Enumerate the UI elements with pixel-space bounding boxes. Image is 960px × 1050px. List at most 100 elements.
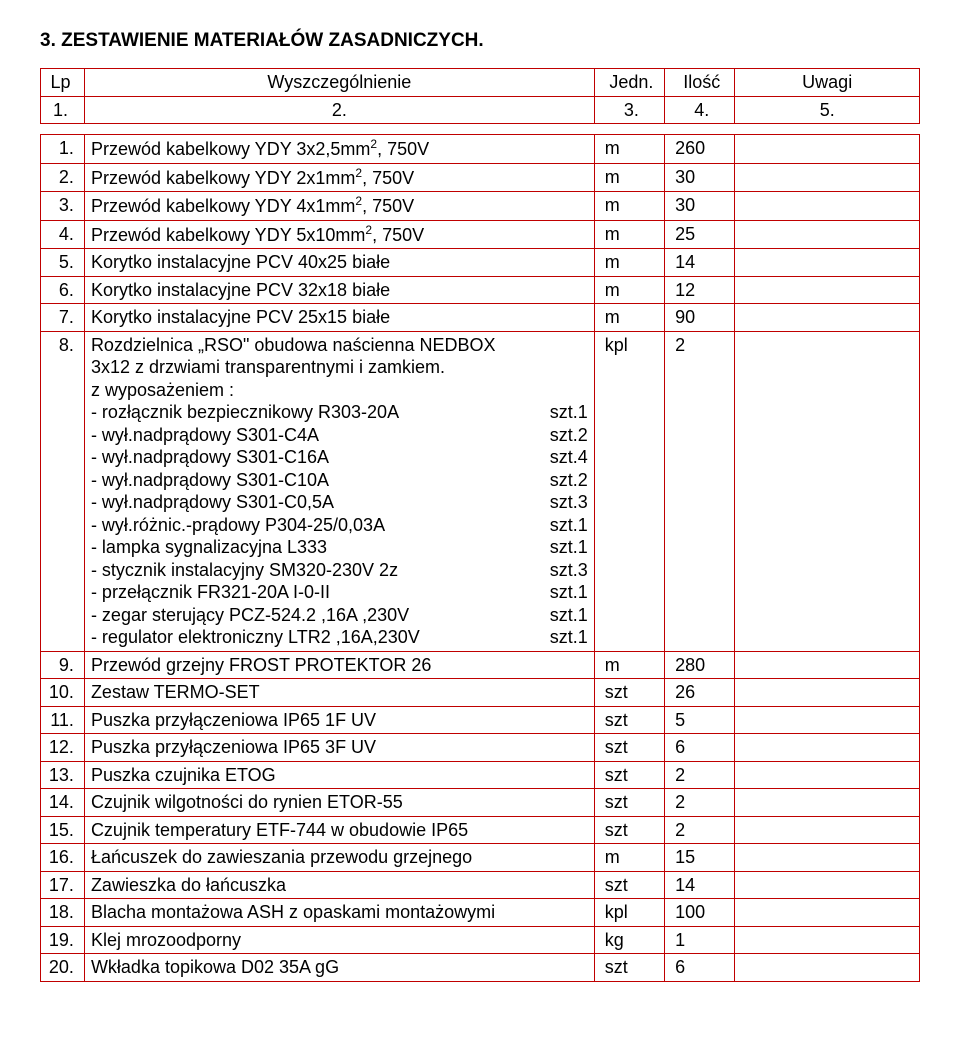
- spec-line-right: [580, 379, 588, 402]
- table-row: 14.Czujnik wilgotności do rynien ETOR-55…: [41, 789, 920, 817]
- cell-lp: 7.: [41, 304, 85, 332]
- cell-qty: 1: [665, 926, 735, 954]
- cell-qty: 30: [665, 163, 735, 192]
- spec-line-left: - rozłącznik bezpiecznikowy R303-20A: [91, 401, 399, 424]
- colnum-4: 4.: [665, 96, 735, 124]
- cell-spec: Korytko instalacyjne PCV 25x15 białe: [84, 304, 594, 332]
- colnum-2: 2.: [84, 96, 594, 124]
- cell-notes: [735, 135, 920, 164]
- cell-spec: Zestaw TERMO-SET: [84, 679, 594, 707]
- spec-line-right: szt.2: [542, 469, 588, 492]
- cell-notes: [735, 844, 920, 872]
- cell-unit: m: [594, 135, 664, 164]
- cell-unit: m: [594, 651, 664, 679]
- cell-qty: 12: [665, 276, 735, 304]
- header-unit: Jedn.: [594, 69, 664, 97]
- spec-line-left: - wył.nadprądowy S301-C16A: [91, 446, 329, 469]
- cell-lp: 8.: [41, 331, 85, 651]
- cell-notes: [735, 679, 920, 707]
- cell-unit: szt: [594, 679, 664, 707]
- cell-qty: 25: [665, 220, 735, 249]
- header-lp: Lp: [41, 69, 85, 97]
- table-row: 3.Przewód kabelkowy YDY 4x1mm2, 750Vm30: [41, 192, 920, 221]
- cell-notes: [735, 899, 920, 927]
- spec-line-left: - przełącznik FR321-20A I-0-II: [91, 581, 330, 604]
- cell-notes: [735, 220, 920, 249]
- cell-spec: Puszka przyłączeniowa IP65 1F UV: [84, 706, 594, 734]
- spec-line-left: - regulator elektroniczny LTR2 ,16A,230V: [91, 626, 420, 649]
- spec-line-right: [580, 334, 588, 357]
- table-row: 12.Puszka przyłączeniowa IP65 3F UVszt6: [41, 734, 920, 762]
- cell-notes: [735, 249, 920, 277]
- section-heading: 3. ZESTAWIENIE MATERIAŁÓW ZASADNICZYCH.: [40, 30, 920, 52]
- cell-spec: Przewód kabelkowy YDY 2x1mm2, 750V: [84, 163, 594, 192]
- spec-line-right: [580, 356, 588, 379]
- cell-lp: 19.: [41, 926, 85, 954]
- cell-unit: szt: [594, 816, 664, 844]
- spec-line-right: szt.1: [542, 626, 588, 649]
- table-row: 20.Wkładka topikowa D02 35A gGszt6: [41, 954, 920, 982]
- spec-line-left: - wył.różnic.-prądowy P304-25/0,03A: [91, 514, 385, 537]
- colnum-5: 5.: [735, 96, 920, 124]
- cell-unit: m: [594, 304, 664, 332]
- cell-unit: szt: [594, 761, 664, 789]
- table-row: 10.Zestaw TERMO-SETszt26: [41, 679, 920, 707]
- cell-qty: 6: [665, 954, 735, 982]
- cell-lp: 2.: [41, 163, 85, 192]
- cell-spec: Czujnik temperatury ETF-744 w obudowie I…: [84, 816, 594, 844]
- table-row: 15.Czujnik temperatury ETF-744 w obudowi…: [41, 816, 920, 844]
- cell-notes: [735, 331, 920, 651]
- cell-notes: [735, 954, 920, 982]
- spec-line-right: szt.2: [542, 424, 588, 447]
- cell-spec: Korytko instalacyjne PCV 32x18 białe: [84, 276, 594, 304]
- cell-qty: 260: [665, 135, 735, 164]
- cell-lp: 5.: [41, 249, 85, 277]
- cell-notes: [735, 706, 920, 734]
- table-row: 16.Łańcuszek do zawieszania przewodu grz…: [41, 844, 920, 872]
- cell-lp: 16.: [41, 844, 85, 872]
- spec-line-left: - wył.nadprądowy S301-C0,5A: [91, 491, 334, 514]
- cell-notes: [735, 192, 920, 221]
- cell-notes: [735, 651, 920, 679]
- cell-notes: [735, 163, 920, 192]
- cell-unit: m: [594, 844, 664, 872]
- cell-notes: [735, 761, 920, 789]
- cell-qty: 90: [665, 304, 735, 332]
- cell-lp: 4.: [41, 220, 85, 249]
- table-row: 19.Klej mrozoodpornykg1: [41, 926, 920, 954]
- cell-qty: 5: [665, 706, 735, 734]
- table-row: 18.Blacha montażowa ASH z opaskami monta…: [41, 899, 920, 927]
- cell-spec: Przewód grzejny FROST PROTEKTOR 26: [84, 651, 594, 679]
- spec-line-left: 3x12 z drzwiami transparentnymi i zamkie…: [91, 356, 445, 379]
- table-row: 4.Przewód kabelkowy YDY 5x10mm2, 750Vm25: [41, 220, 920, 249]
- table-row: 1.Przewód kabelkowy YDY 3x2,5mm2, 750Vm2…: [41, 135, 920, 164]
- table-row: 5.Korytko instalacyjne PCV 40x25 białem1…: [41, 249, 920, 277]
- cell-lp: 20.: [41, 954, 85, 982]
- cell-lp: 11.: [41, 706, 85, 734]
- cell-unit: szt: [594, 706, 664, 734]
- header-spec: Wyszczególnienie: [84, 69, 594, 97]
- spec-line-left: - wył.nadprądowy S301-C10A: [91, 469, 329, 492]
- cell-notes: [735, 926, 920, 954]
- cell-lp: 6.: [41, 276, 85, 304]
- cell-lp: 3.: [41, 192, 85, 221]
- cell-qty: 100: [665, 899, 735, 927]
- cell-qty: 2: [665, 761, 735, 789]
- cell-spec: Czujnik wilgotności do rynien ETOR-55: [84, 789, 594, 817]
- spec-line-right: szt.1: [542, 401, 588, 424]
- cell-spec: Puszka przyłączeniowa IP65 3F UV: [84, 734, 594, 762]
- cell-unit: kpl: [594, 899, 664, 927]
- cell-qty: 2: [665, 331, 735, 651]
- table-row: 6.Korytko instalacyjne PCV 32x18 białem1…: [41, 276, 920, 304]
- spec-line-right: szt.3: [542, 559, 588, 582]
- cell-spec: Łańcuszek do zawieszania przewodu grzejn…: [84, 844, 594, 872]
- cell-notes: [735, 734, 920, 762]
- cell-spec: Korytko instalacyjne PCV 40x25 białe: [84, 249, 594, 277]
- cell-unit: m: [594, 163, 664, 192]
- spec-line-left: z wyposażeniem :: [91, 379, 234, 402]
- cell-qty: 2: [665, 816, 735, 844]
- header-table: Lp Wyszczególnienie Jedn. Ilość Uwagi 1.…: [40, 68, 920, 124]
- cell-qty: 6: [665, 734, 735, 762]
- spec-line-left: - wył.nadprądowy S301-C4A: [91, 424, 319, 447]
- cell-notes: [735, 871, 920, 899]
